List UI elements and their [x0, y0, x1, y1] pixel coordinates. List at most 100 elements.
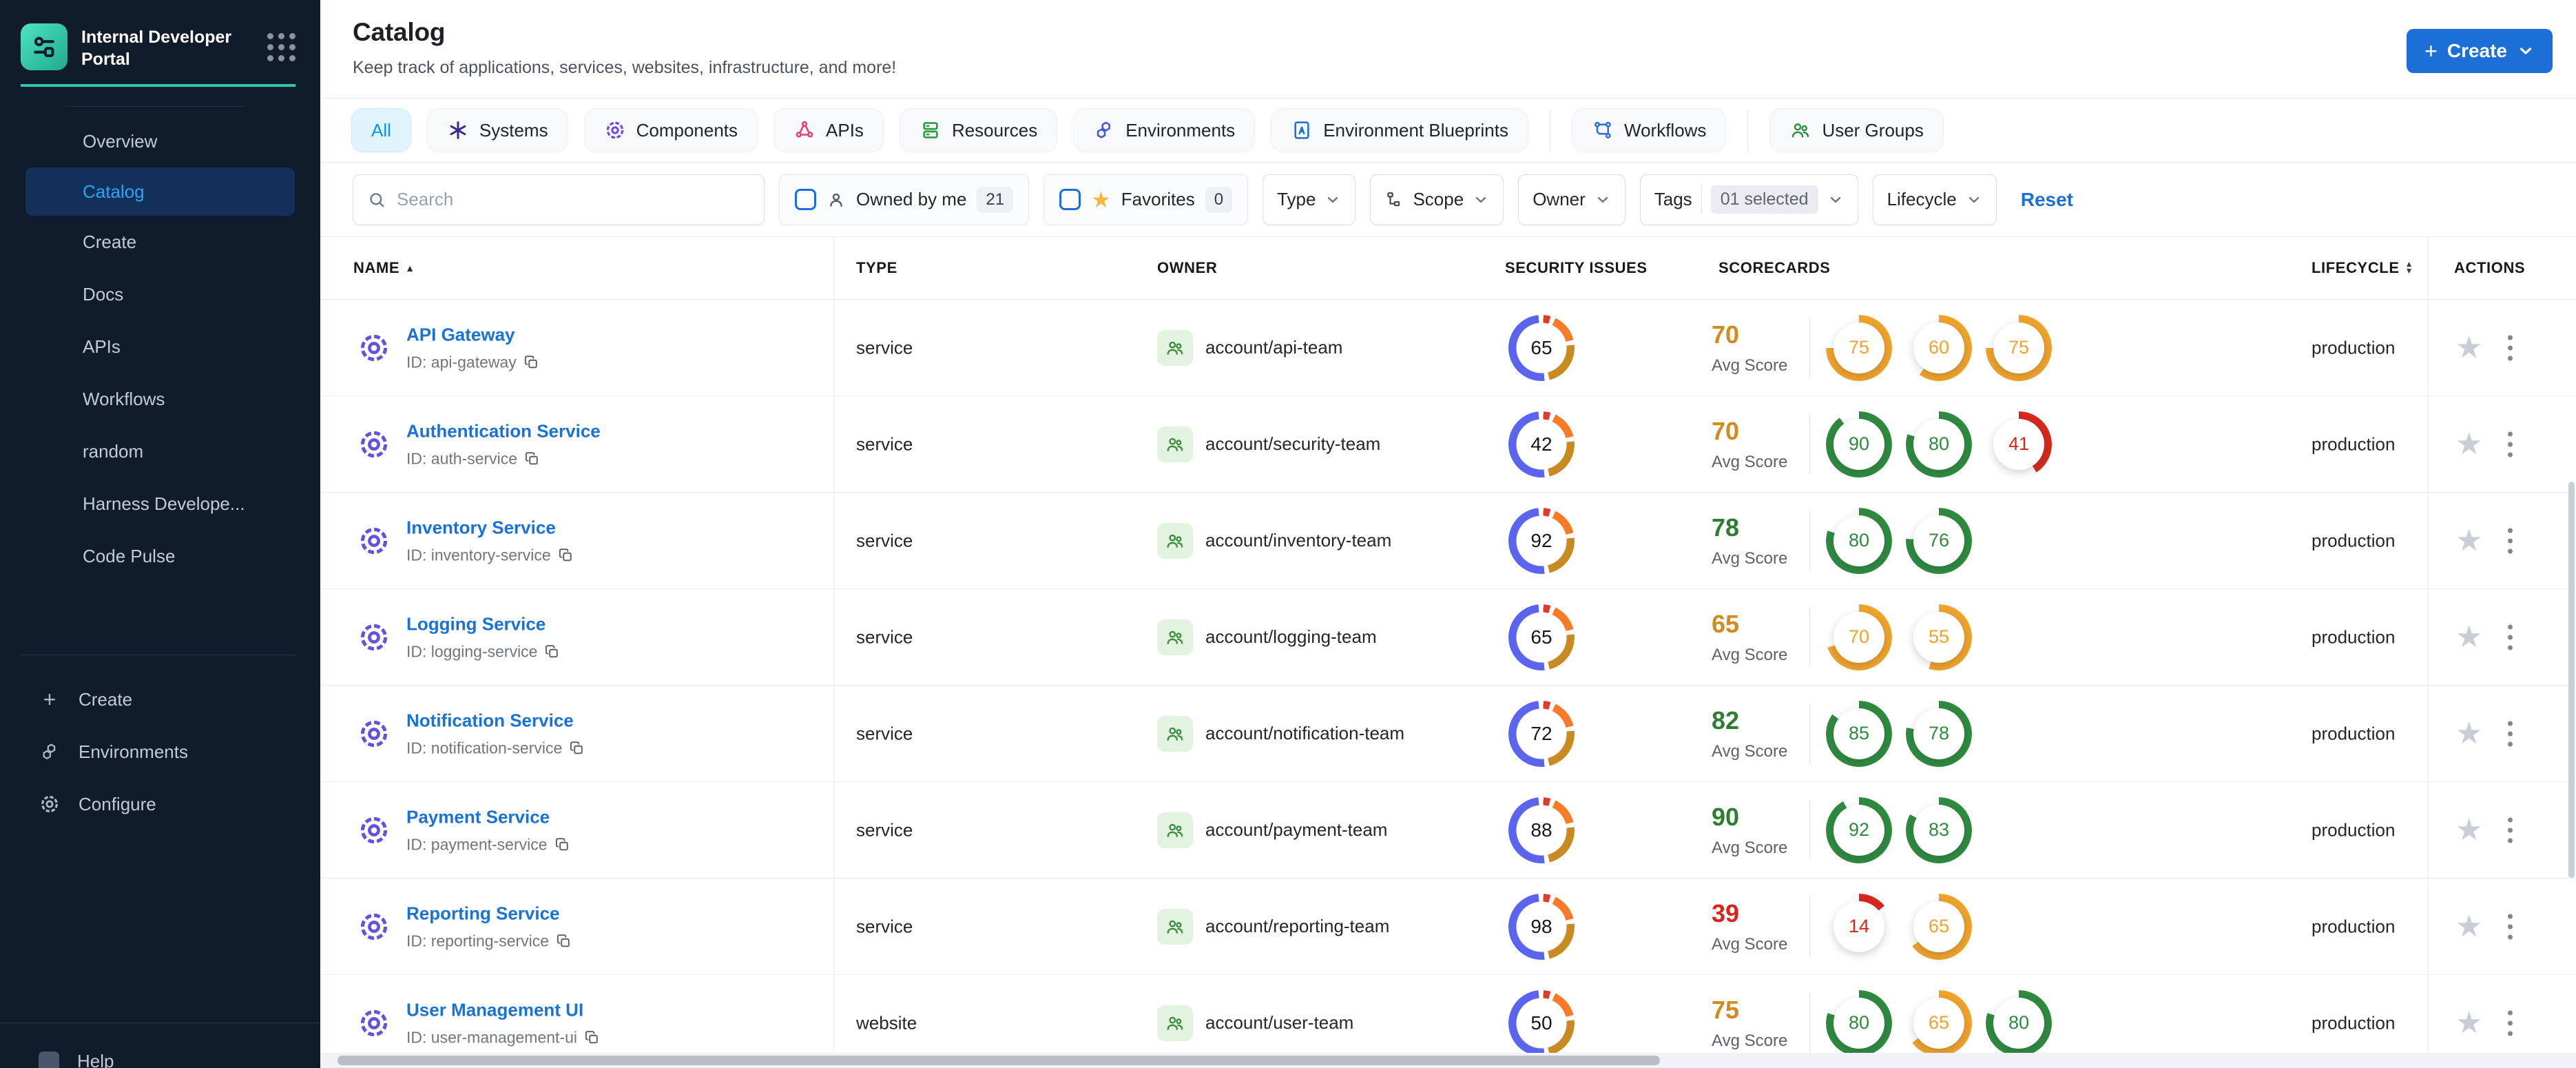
- sidebar-create-button[interactable]: + Create: [0, 673, 320, 726]
- copy-icon[interactable]: [523, 354, 539, 370]
- scorecard-ring[interactable]: 80: [1826, 508, 1892, 574]
- entity-name-link[interactable]: Logging Service: [406, 613, 546, 634]
- scorecard-ring[interactable]: 80: [1906, 411, 1972, 477]
- favorite-star-button[interactable]: ★: [2455, 812, 2483, 847]
- owner-name[interactable]: account/payment-team: [1205, 819, 1388, 840]
- row-menu-button[interactable]: [2508, 721, 2513, 746]
- security-issues-donut[interactable]: 88: [1508, 797, 1575, 863]
- owner-name[interactable]: account/security-team: [1205, 433, 1381, 454]
- sidebar-item-catalog[interactable]: Catalog: [25, 167, 295, 216]
- scorecard-ring[interactable]: 75: [1826, 315, 1892, 381]
- tab-environments[interactable]: Environments: [1073, 108, 1256, 152]
- horizontal-scrollbar-thumb[interactable]: [337, 1056, 1660, 1065]
- row-menu-button[interactable]: [2508, 817, 2513, 843]
- owned-by-me-filter[interactable]: Owned by me 21: [779, 174, 1030, 225]
- tab-user-groups[interactable]: User Groups: [1769, 108, 1944, 152]
- favorite-star-button[interactable]: ★: [2455, 523, 2483, 557]
- reset-filters-button[interactable]: Reset: [2020, 188, 2073, 210]
- scorecard-ring[interactable]: 41: [1986, 411, 2052, 477]
- favorites-filter[interactable]: ★ Favorites 0: [1043, 174, 1249, 225]
- owner-name[interactable]: account/reporting-team: [1205, 916, 1390, 936]
- type-dropdown[interactable]: Type: [1263, 174, 1356, 225]
- sidebar-item-create[interactable]: Create: [83, 231, 137, 252]
- sidebar-item-apis[interactable]: APIs: [83, 336, 121, 357]
- row-menu-button[interactable]: [2508, 914, 2513, 939]
- favorite-star-button[interactable]: ★: [2455, 619, 2483, 654]
- scorecard-ring[interactable]: 83: [1906, 797, 1972, 863]
- sidebar-help-button[interactable]: Help: [0, 1051, 320, 1068]
- row-menu-button[interactable]: [2508, 1010, 2513, 1036]
- sidebar-item-workflows[interactable]: Workflows: [83, 388, 165, 409]
- entity-name-link[interactable]: Authentication Service: [406, 420, 601, 441]
- owner-name[interactable]: account/user-team: [1205, 1012, 1354, 1033]
- tags-dropdown[interactable]: Tags 01 selected: [1639, 174, 1858, 225]
- scorecard-ring[interactable]: 65: [1906, 990, 1972, 1056]
- column-header-lifecycle[interactable]: LIFECYCLE ▲ ▼: [2312, 259, 2414, 276]
- copy-icon[interactable]: [544, 644, 560, 659]
- scorecard-ring[interactable]: 14: [1826, 894, 1892, 960]
- favorite-star-button[interactable]: ★: [2455, 909, 2483, 943]
- column-header-name[interactable]: NAME ▲: [353, 259, 415, 276]
- copy-icon[interactable]: [558, 547, 574, 563]
- row-menu-button[interactable]: [2508, 624, 2513, 650]
- scorecard-ring[interactable]: 92: [1826, 797, 1892, 863]
- favorite-star-button[interactable]: ★: [2455, 1005, 2483, 1040]
- scorecard-ring[interactable]: 80: [1986, 990, 2052, 1056]
- sidebar-item-harness-developer[interactable]: Harness Develope...: [83, 493, 245, 514]
- tab-components[interactable]: Components: [583, 108, 758, 152]
- security-issues-donut[interactable]: 65: [1508, 314, 1575, 381]
- favorite-star-button[interactable]: ★: [2455, 716, 2483, 750]
- sidebar-item-code-pulse[interactable]: Code Pulse: [83, 545, 176, 566]
- copy-icon[interactable]: [584, 1029, 600, 1045]
- security-issues-donut[interactable]: 72: [1508, 700, 1575, 767]
- copy-icon[interactable]: [556, 933, 572, 949]
- scorecard-ring[interactable]: 85: [1826, 701, 1892, 767]
- app-switcher-icon[interactable]: [267, 33, 295, 61]
- scorecard-ring[interactable]: 60: [1906, 315, 1972, 381]
- favorites-checkbox[interactable]: [1059, 189, 1081, 210]
- security-issues-donut[interactable]: 65: [1508, 604, 1575, 670]
- tab-resources[interactable]: Resources: [899, 108, 1058, 152]
- sidebar-item-overview[interactable]: Overview: [83, 130, 158, 152]
- owner-name[interactable]: account/api-team: [1205, 337, 1343, 358]
- copy-icon[interactable]: [554, 836, 570, 852]
- owner-name[interactable]: account/inventory-team: [1205, 530, 1392, 551]
- row-menu-button[interactable]: [2508, 528, 2513, 553]
- scorecard-ring[interactable]: 75: [1986, 315, 2052, 381]
- scope-dropdown[interactable]: Scope: [1370, 174, 1504, 225]
- entity-name-link[interactable]: Reporting Service: [406, 903, 560, 923]
- favorite-star-button[interactable]: ★: [2455, 330, 2483, 364]
- owned-by-me-checkbox[interactable]: [795, 189, 816, 210]
- owner-name[interactable]: account/notification-team: [1205, 723, 1405, 743]
- favorite-star-button[interactable]: ★: [2455, 427, 2483, 461]
- owner-dropdown[interactable]: Owner: [1518, 174, 1625, 225]
- entity-name-link[interactable]: API Gateway: [406, 324, 515, 345]
- copy-icon[interactable]: [524, 451, 540, 466]
- scorecard-ring[interactable]: 90: [1826, 411, 1892, 477]
- tab-apis[interactable]: APIs: [773, 108, 884, 152]
- security-issues-donut[interactable]: 92: [1508, 507, 1575, 574]
- scorecard-ring[interactable]: 76: [1906, 508, 1972, 574]
- sidebar-environments-button[interactable]: Environments: [0, 726, 320, 778]
- tab-systems[interactable]: Systems: [426, 108, 568, 152]
- horizontal-scrollbar-track[interactable]: [320, 1053, 2576, 1068]
- scorecard-ring[interactable]: 55: [1906, 604, 1972, 670]
- scorecard-ring[interactable]: 65: [1906, 894, 1972, 960]
- security-issues-donut[interactable]: 50: [1508, 989, 1575, 1056]
- entity-name-link[interactable]: Payment Service: [406, 806, 550, 827]
- tab-workflows[interactable]: Workflows: [1572, 108, 1727, 152]
- scorecard-ring[interactable]: 70: [1826, 604, 1892, 670]
- entity-name-link[interactable]: User Management UI: [406, 999, 584, 1020]
- entity-name-link[interactable]: Notification Service: [406, 710, 574, 730]
- tab-environment-blueprints[interactable]: Environment Blueprints: [1271, 108, 1528, 152]
- search-input[interactable]: [397, 189, 750, 210]
- scorecard-ring[interactable]: 80: [1826, 990, 1892, 1056]
- copy-icon[interactable]: [569, 740, 585, 756]
- row-menu-button[interactable]: [2508, 335, 2513, 360]
- sidebar-item-random[interactable]: random: [83, 440, 144, 462]
- security-issues-donut[interactable]: 98: [1508, 893, 1575, 960]
- sidebar-configure-button[interactable]: Configure: [0, 778, 320, 830]
- create-button[interactable]: + Create: [2407, 29, 2553, 73]
- security-issues-donut[interactable]: 42: [1508, 411, 1575, 477]
- lifecycle-dropdown[interactable]: Lifecycle: [1872, 174, 1997, 225]
